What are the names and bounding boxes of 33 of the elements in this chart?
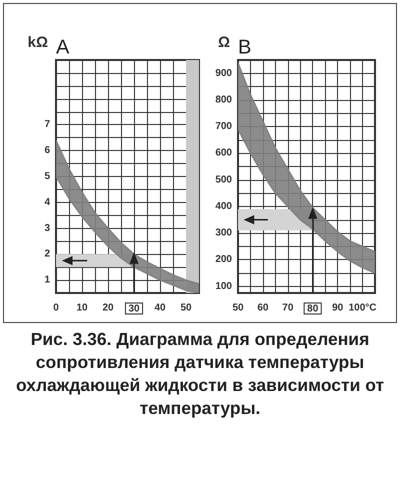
- y-tick-label: 100: [215, 280, 232, 292]
- x-tick-label: 60: [257, 302, 269, 314]
- y-tick-label: 2: [44, 248, 50, 260]
- x-tick-label: 20: [102, 302, 114, 314]
- x-tick-label: 70: [282, 302, 294, 314]
- chart-title: A: [56, 36, 70, 58]
- x-tick-label: 50: [180, 302, 192, 314]
- y-tick-label: 600: [215, 148, 232, 159]
- x-tick-label: 90: [332, 302, 344, 314]
- y-tick-label: 900: [215, 68, 232, 79]
- y-tick-label: 6: [44, 145, 50, 156]
- y-tick-label: 5: [44, 171, 50, 182]
- y-tick-label: 400: [215, 200, 232, 212]
- y-tick-label: 200: [215, 254, 232, 266]
- x-tick-label: 0: [53, 302, 60, 314]
- chart-title: B: [238, 36, 252, 58]
- x-tick-label: 80: [307, 304, 319, 314]
- y-tick-label: 4: [44, 196, 50, 208]
- y-tick-label: 3: [44, 222, 50, 234]
- x-tick-label: 40: [154, 302, 166, 314]
- x-tick-label: 100°C: [348, 302, 376, 314]
- y-axis-title: Ω: [218, 34, 230, 51]
- y-tick-label: 700: [215, 121, 232, 132]
- y-tick-label: 7: [44, 119, 50, 130]
- x-tick-label: 30: [128, 304, 140, 314]
- y-tick-label: 1: [44, 274, 50, 286]
- text: Рис. 3.36. Диаграмма для определения сопротивления датчика температуры охлаждающей жидкости в зависимости от температуры.: [14, 328, 386, 420]
- x-tick-label: 50: [232, 302, 244, 314]
- y-axis-title: kΩ: [28, 34, 48, 51]
- y-tick-label: 500: [215, 174, 232, 186]
- y-tick-label: 300: [215, 228, 232, 239]
- x-tick-label: 10: [76, 302, 88, 314]
- y-tick-label: 800: [215, 94, 232, 106]
